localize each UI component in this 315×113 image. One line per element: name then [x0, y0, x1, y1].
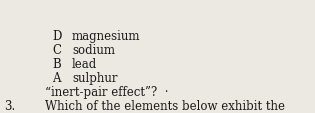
Text: Which of the elements below exhibit the: Which of the elements below exhibit the [45, 99, 285, 112]
Text: magnesium: magnesium [72, 30, 140, 43]
Text: C: C [52, 44, 61, 56]
Text: D: D [52, 30, 61, 43]
Text: sodium: sodium [72, 44, 115, 56]
Text: lead: lead [72, 58, 97, 70]
Text: sulphur: sulphur [72, 71, 117, 84]
Text: A: A [52, 71, 60, 84]
Text: B: B [52, 58, 61, 70]
Text: 3.: 3. [4, 99, 15, 112]
Text: “inert-pair effect”?  ·: “inert-pair effect”? · [45, 85, 169, 98]
